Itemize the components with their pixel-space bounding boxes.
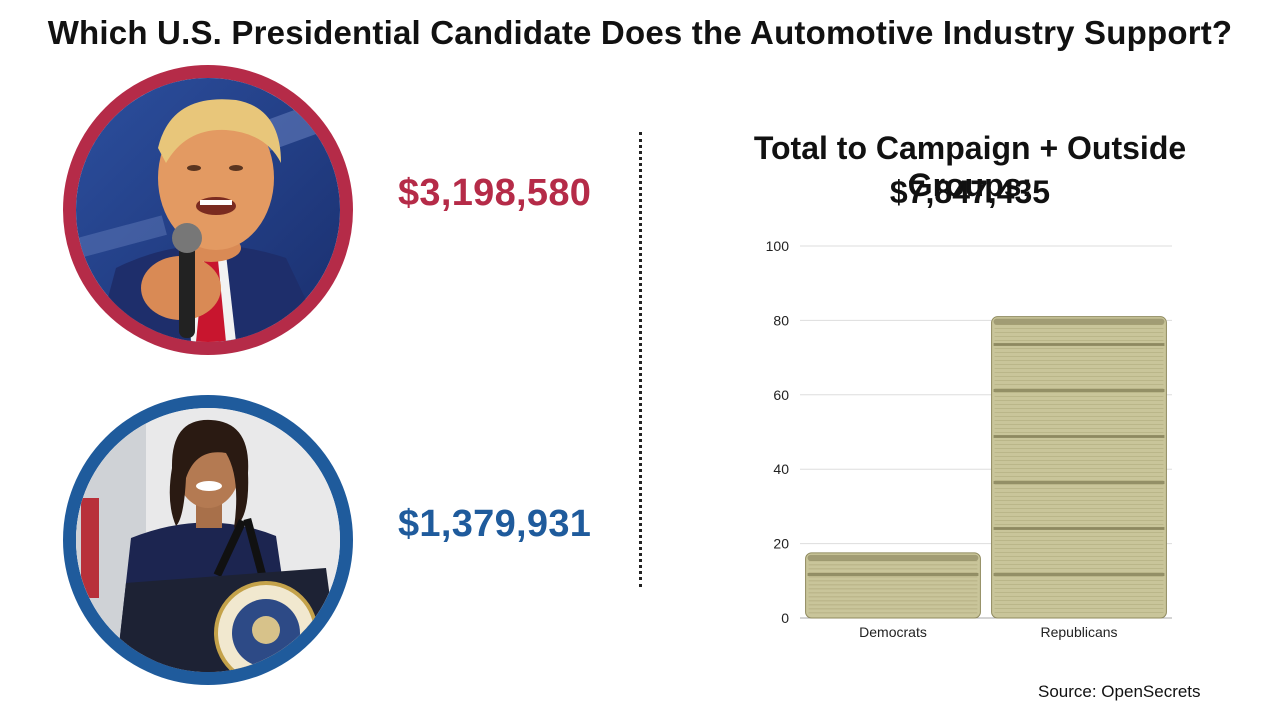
bar-bundle-band [807, 573, 979, 576]
bar-top-edge [807, 554, 979, 561]
source-note: Source: OpenSecrets [1038, 682, 1201, 701]
bar-republicans [991, 316, 1167, 619]
bar-bundle-band [993, 481, 1165, 484]
x-tick-label-republicans: Republicans [1040, 624, 1117, 640]
y-tick-label: 60 [773, 387, 789, 403]
divider-line [639, 132, 642, 587]
y-tick-label: 20 [773, 536, 789, 552]
bar-bundle-band [993, 573, 1165, 576]
total-amount: $7,847,435 [889, 174, 1051, 210]
bar-bundle-band [993, 435, 1165, 438]
y-tick-label: 100 [766, 238, 790, 254]
x-tick-label-democrats: Democrats [859, 624, 927, 640]
republican-amount: $3,198,580 [398, 172, 592, 214]
bar-bundle-band [993, 343, 1165, 346]
total-label: Total to Campaign + Outside Groups: [753, 130, 1187, 203]
republican-candidate-photo [63, 65, 353, 355]
bar-chart: 0 20 40 60 80 100 Democrats Republicans [766, 238, 1172, 640]
y-tick-label: 40 [773, 461, 789, 477]
bar-top-edge [993, 318, 1165, 325]
democrat-candidate-photo [63, 395, 353, 685]
y-tick-label: 0 [781, 610, 789, 626]
bar-democrats [805, 552, 981, 619]
bar-bundle-band [993, 527, 1165, 530]
y-tick-label: 80 [773, 312, 789, 328]
page-title: Which U.S. Presidential Candidate Does t… [47, 14, 1233, 51]
bar-bundle-band [993, 389, 1165, 392]
democrat-amount: $1,379,931 [398, 503, 592, 545]
